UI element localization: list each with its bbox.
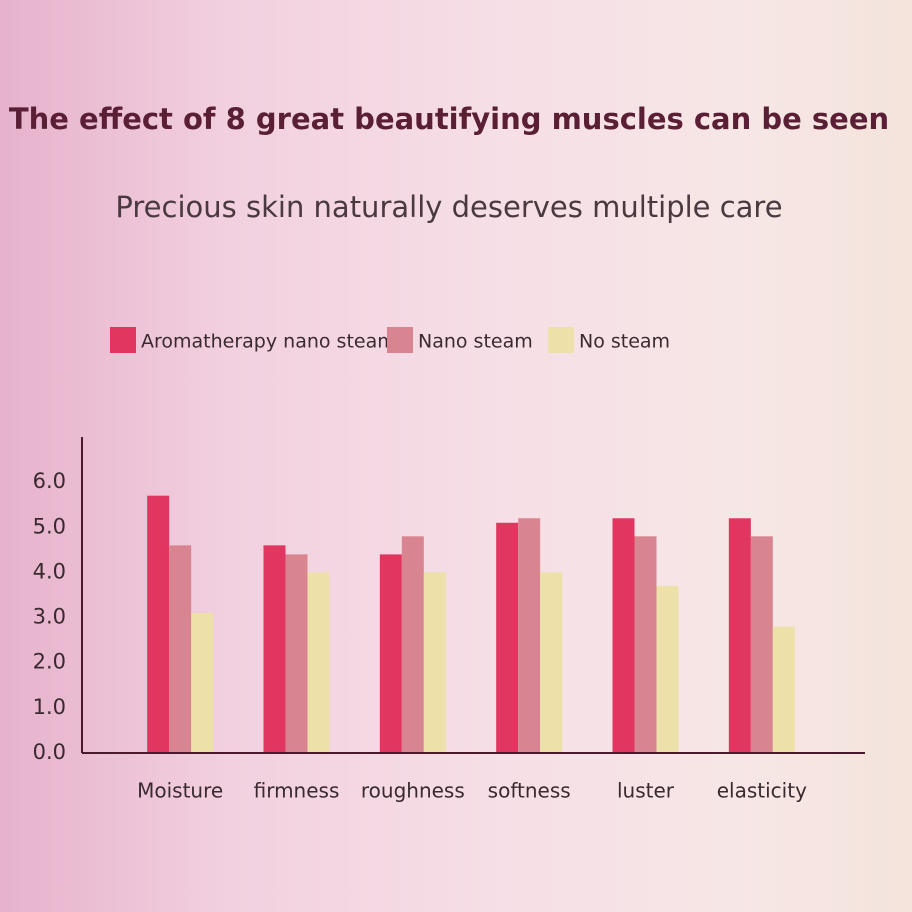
bar (147, 495, 170, 753)
bar (285, 554, 308, 753)
legend-swatch (548, 327, 574, 353)
bar (191, 613, 214, 753)
y-tick-label: 2.0 (33, 650, 66, 674)
legend-swatch (110, 327, 136, 353)
bar (496, 522, 519, 753)
chart-subtitle: Precious skin naturally deserves multipl… (115, 190, 782, 224)
bar (750, 536, 773, 753)
y-tick-label: 6.0 (33, 469, 66, 493)
bar (772, 626, 795, 753)
bar (540, 572, 563, 753)
y-tick-label: 4.0 (33, 559, 66, 583)
y-tick-label: 5.0 (33, 514, 66, 538)
y-tick-label: 0.0 (33, 740, 66, 764)
bar (728, 518, 751, 753)
bar (307, 572, 330, 753)
bar (612, 518, 635, 753)
x-tick-label: roughness (361, 779, 465, 803)
bar (518, 518, 541, 753)
y-tick-label: 1.0 (33, 695, 66, 719)
x-tick-label: luster (617, 779, 675, 803)
legend-label: Aromatherapy nano steam (141, 331, 396, 353)
x-tick-label: elasticity (717, 779, 807, 803)
bar (401, 536, 424, 753)
bar (634, 536, 657, 753)
bar (263, 545, 286, 753)
y-tick-label: 3.0 (33, 605, 66, 629)
legend-label: Nano steam (418, 331, 533, 353)
x-tick-label: firmness (254, 779, 340, 803)
legend-label: No steam (579, 331, 670, 353)
chart-title: The effect of 8 great beautifying muscle… (9, 102, 889, 136)
bar (379, 554, 402, 753)
x-tick-label: Moisture (137, 779, 223, 803)
bar (656, 585, 679, 753)
bar (169, 545, 192, 753)
bar (423, 572, 446, 753)
x-tick-label: softness (488, 779, 571, 803)
legend-swatch (387, 327, 413, 353)
